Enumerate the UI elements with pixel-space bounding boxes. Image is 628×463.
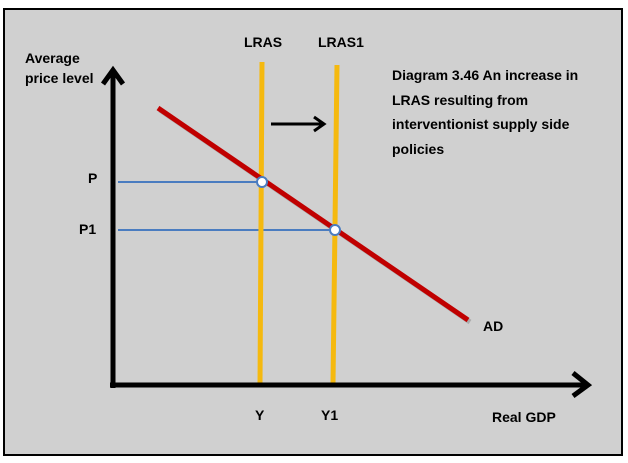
price-label-p1: P1 (79, 221, 97, 237)
x-axis (110, 371, 593, 399)
equilibrium-point-new (329, 224, 341, 236)
output-label-y1: Y1 (321, 407, 339, 423)
x-axis-label: Real GDP (492, 409, 556, 425)
y-axis (100, 65, 126, 388)
lras-curve (257, 61, 265, 385)
lras1-label: LRAS1 (318, 34, 364, 50)
price-label-p: P (88, 170, 98, 186)
diagram-caption: Diagram 3.46 An increase in LRAS resulti… (392, 67, 579, 157)
ad-label: AD (483, 318, 504, 334)
lras-label: LRAS (244, 34, 283, 50)
shift-arrow (271, 115, 327, 133)
output-label-y: Y (255, 407, 265, 423)
ad-curve (156, 105, 470, 323)
y-axis-label: Average price level (25, 50, 94, 86)
equilibrium-point-initial (256, 176, 268, 188)
